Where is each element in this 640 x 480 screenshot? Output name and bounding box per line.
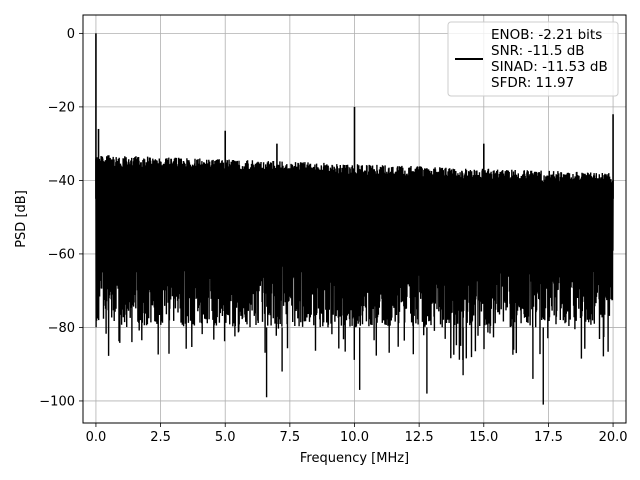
y-tick-label: −40 [48,174,75,189]
y-tick-label: −100 [39,394,75,409]
x-tick-label: 0.0 [86,430,107,445]
x-tick-label: 17.5 [534,430,563,445]
legend-sfdr: SFDR: 11.97 [491,75,574,91]
y-tick-label: −20 [48,100,75,115]
legend: ENOB: -2.21 bits SNR: -11.5 dB SINAD: -1… [447,21,619,97]
legend-sinad: SINAD: -11.53 dB [491,59,608,75]
x-tick-label: 2.5 [150,430,171,445]
x-tick-label: 10.0 [340,430,369,445]
y-tick-label: 0 [67,27,75,42]
x-tick-label: 5.0 [215,430,236,445]
psd-line [95,33,614,405]
legend-snr: SNR: -11.5 dB [491,43,585,59]
x-axis-label: Frequency [MHz] [300,451,409,466]
ticks: 0.0 2.5 5.0 7.5 10.0 12.5 15.0 17.5 20.0 0 −20 −40 −… [39,27,627,445]
x-tick-label: 12.5 [405,430,434,445]
legend-box [447,21,619,97]
y-tick-label: −60 [48,247,75,262]
x-tick-label: 7.5 [280,430,301,445]
x-tick-label: 20.0 [599,430,628,445]
y-axis-label: PSD [dB] [14,190,29,248]
legend-enob: ENOB: -2.21 bits [491,27,602,43]
y-tick-label: −80 [48,321,75,336]
x-tick-label: 15.0 [469,430,498,445]
